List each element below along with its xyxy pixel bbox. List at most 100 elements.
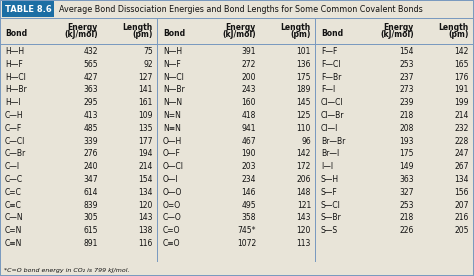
Text: F—F: F—F (321, 47, 337, 56)
Text: S—S: S—S (321, 226, 338, 235)
Text: 243: 243 (241, 85, 256, 94)
Text: C—F: C—F (5, 124, 22, 133)
Text: 143: 143 (138, 213, 153, 222)
Text: O—Cl: O—Cl (163, 162, 184, 171)
Text: 109: 109 (138, 111, 153, 120)
Text: S—H: S—H (321, 175, 339, 184)
Text: F—Br: F—Br (321, 73, 341, 81)
Text: 127: 127 (138, 73, 153, 81)
Text: N—N: N—N (163, 98, 182, 107)
Text: 253: 253 (400, 201, 414, 210)
Text: 363: 363 (399, 175, 414, 184)
Text: 110: 110 (297, 124, 311, 133)
Text: C≡N: C≡N (5, 239, 22, 248)
Text: N—F: N—F (163, 60, 181, 69)
Text: Cl—Br: Cl—Br (321, 111, 345, 120)
Text: C≡O: C≡O (163, 239, 181, 248)
Text: 247: 247 (455, 149, 469, 158)
Text: Cl—Cl: Cl—Cl (321, 98, 344, 107)
Text: 75: 75 (143, 47, 153, 56)
Text: O—F: O—F (163, 149, 181, 158)
Text: C=N: C=N (5, 226, 22, 235)
Text: 200: 200 (241, 73, 256, 81)
Text: H—Cl: H—Cl (5, 73, 26, 81)
Text: 193: 193 (400, 137, 414, 146)
Text: C=O: C=O (163, 226, 181, 235)
Bar (0, 18, 474, 44)
Text: C—Br: C—Br (5, 149, 26, 158)
Text: 239: 239 (400, 98, 414, 107)
Text: 214: 214 (455, 111, 469, 120)
Text: Cl—I: Cl—I (321, 124, 338, 133)
Text: 145: 145 (297, 98, 311, 107)
Text: 941: 941 (241, 124, 256, 133)
Text: C—Cl: C—Cl (5, 137, 26, 146)
Text: 161: 161 (138, 98, 153, 107)
Text: Length: Length (281, 23, 311, 32)
Text: 839: 839 (83, 201, 98, 210)
Text: 205: 205 (455, 226, 469, 235)
Bar (0, 0, 1, 276)
Text: 189: 189 (297, 85, 311, 94)
Text: 141: 141 (138, 85, 153, 94)
Text: 143: 143 (297, 213, 311, 222)
Text: H—Br: H—Br (5, 85, 27, 94)
Text: 146: 146 (241, 188, 256, 197)
Text: C—H: C—H (5, 111, 24, 120)
Bar (0, 275, 474, 276)
Text: S—Br: S—Br (321, 213, 342, 222)
Text: 339: 339 (83, 137, 98, 146)
Text: 891: 891 (83, 239, 98, 248)
Text: 134: 134 (138, 188, 153, 197)
Text: C—C: C—C (5, 175, 23, 184)
Text: 176: 176 (455, 73, 469, 81)
Bar (0, 44, 474, 45)
Bar (2, 1, 54, 17)
Text: N—Cl: N—Cl (163, 73, 184, 81)
Text: 156: 156 (455, 188, 469, 197)
Text: 234: 234 (241, 175, 256, 184)
Text: N—Br: N—Br (163, 85, 185, 94)
Text: 92: 92 (143, 60, 153, 69)
Text: 240: 240 (83, 162, 98, 171)
Text: Br—I: Br—I (321, 149, 339, 158)
Text: H—I: H—I (5, 98, 21, 107)
Text: 207: 207 (455, 201, 469, 210)
Text: 208: 208 (400, 124, 414, 133)
Text: 218: 218 (400, 111, 414, 120)
Text: 120: 120 (138, 201, 153, 210)
Text: 485: 485 (83, 124, 98, 133)
Text: Bond: Bond (163, 29, 185, 38)
Text: (kJ/mol): (kJ/mol) (222, 30, 256, 39)
Bar (0, 0, 474, 1)
Text: 154: 154 (400, 47, 414, 56)
Text: 427: 427 (83, 73, 98, 81)
Text: S—F: S—F (321, 188, 338, 197)
Text: 142: 142 (297, 149, 311, 158)
Text: 347: 347 (83, 175, 98, 184)
Text: 267: 267 (455, 162, 469, 171)
Text: 121: 121 (297, 201, 311, 210)
Text: 101: 101 (297, 47, 311, 56)
Text: C—O: C—O (163, 213, 182, 222)
Text: 116: 116 (138, 239, 153, 248)
Text: C—N: C—N (5, 213, 24, 222)
Text: 136: 136 (297, 60, 311, 69)
Text: 745*: 745* (237, 226, 256, 235)
Bar (316, 18, 317, 262)
Text: 214: 214 (138, 162, 153, 171)
Text: 232: 232 (455, 124, 469, 133)
Text: 305: 305 (83, 213, 98, 222)
Text: 495: 495 (241, 201, 256, 210)
Text: N≡N: N≡N (163, 124, 181, 133)
Text: 295: 295 (83, 98, 98, 107)
Text: 149: 149 (400, 162, 414, 171)
Text: C=C: C=C (5, 188, 22, 197)
Text: 226: 226 (400, 226, 414, 235)
Bar (473, 0, 474, 276)
Text: Energy: Energy (226, 23, 256, 32)
Text: 413: 413 (83, 111, 98, 120)
Text: O—I: O—I (163, 175, 179, 184)
Text: 218: 218 (400, 213, 414, 222)
Text: (pm): (pm) (448, 30, 469, 39)
